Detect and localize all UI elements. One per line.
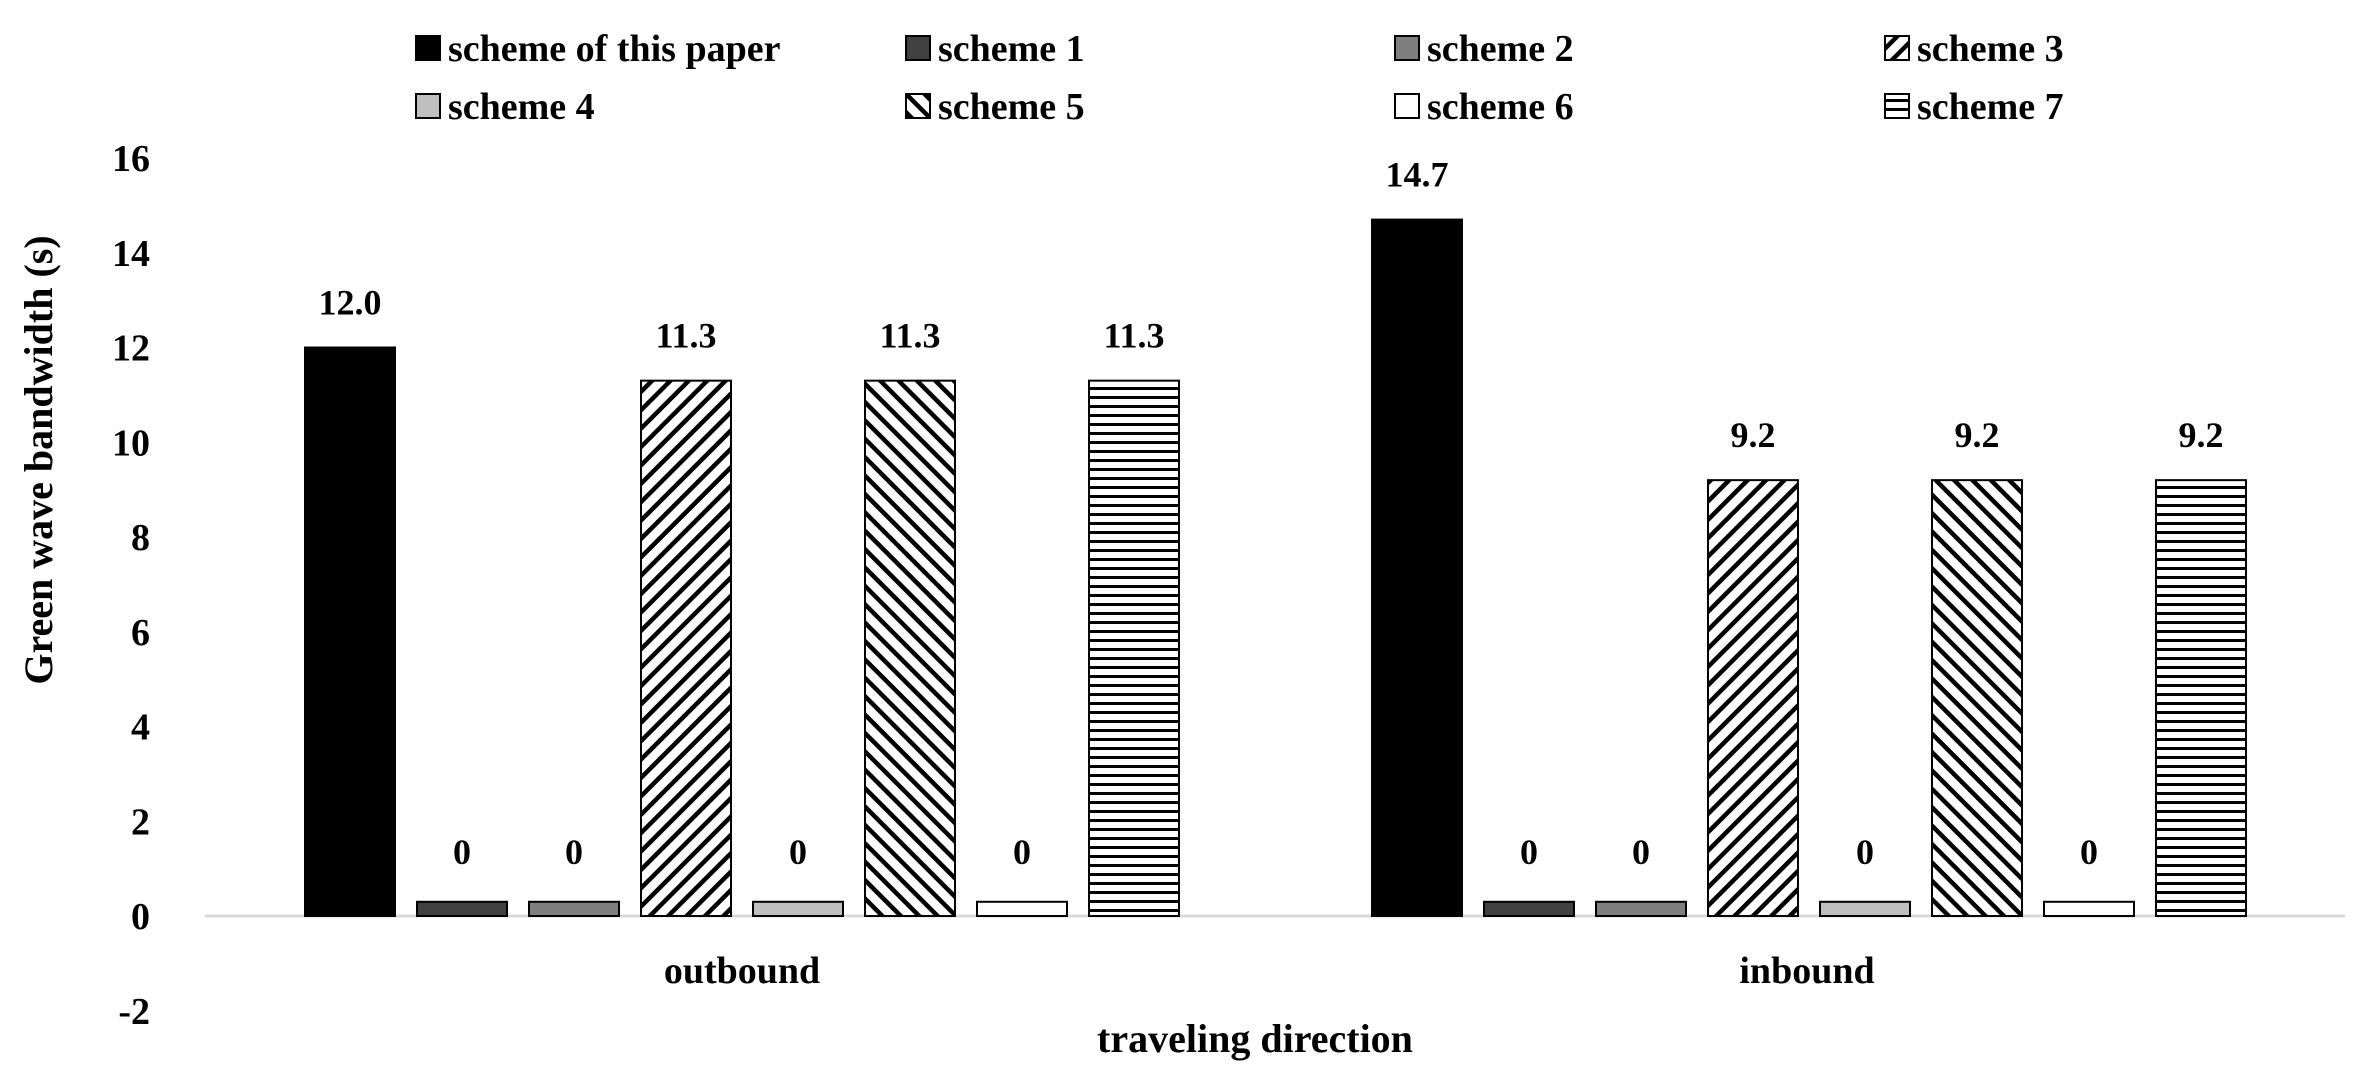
legend: scheme of this paper scheme 1 scheme 2 sche… xyxy=(415,28,2064,128)
data-label: 0 xyxy=(1013,832,1031,872)
legend-label: scheme 7 xyxy=(1917,86,2064,128)
y-tick-label: 0 xyxy=(131,896,150,938)
data-label: 11.3 xyxy=(879,316,940,356)
y-tick-label: 16 xyxy=(112,138,150,180)
bar-inbound-scheme-3 xyxy=(1707,479,1799,917)
bar-outbound-scheme-6 xyxy=(976,900,1068,917)
x-axis: outbound inbound xyxy=(664,950,1875,992)
legend-swatch xyxy=(905,93,931,119)
data-label: 14.7 xyxy=(1386,155,1449,195)
bar-inbound-scheme-7 xyxy=(2155,479,2247,917)
bar-inbound-scheme-4 xyxy=(1819,900,1911,917)
data-label: 0 xyxy=(1520,832,1538,872)
bar-outbound-scheme-1 xyxy=(416,900,508,917)
data-label: 0 xyxy=(2080,832,2098,872)
legend-label: scheme 6 xyxy=(1427,86,1574,128)
bar-inbound-scheme-of-this-paper xyxy=(1371,218,1463,917)
y-tick-label: 10 xyxy=(112,422,150,464)
bar-inbound-scheme-6 xyxy=(2043,900,2135,917)
y-tick-label: 6 xyxy=(131,612,150,654)
data-label: 11.3 xyxy=(655,316,716,356)
legend-swatch xyxy=(1884,93,1910,119)
data-labels: 12.0 0 0 11.3 0 11.3 0 11.3 14.7 0 0 9.2 0 9.2 0 9.2 xyxy=(319,155,2224,872)
bar-outbound-scheme-2 xyxy=(528,900,620,917)
bar-inbound-scheme-1 xyxy=(1483,900,1575,917)
bar-outbound-scheme-5 xyxy=(864,379,956,918)
data-label: 12.0 xyxy=(319,283,382,323)
legend-label: scheme 2 xyxy=(1427,28,1574,70)
bar-outbound-scheme-4 xyxy=(752,900,844,917)
legend-label: scheme 5 xyxy=(938,86,1085,128)
data-label: 0 xyxy=(1856,832,1874,872)
y-tick-label: 8 xyxy=(131,517,150,559)
x-category-label: inbound xyxy=(1739,950,1874,992)
y-axis-title: Green wave bandwidth (s) xyxy=(16,235,61,684)
legend-label: scheme of this paper xyxy=(448,28,781,70)
data-label: 9.2 xyxy=(1955,415,2000,455)
legend-swatch xyxy=(415,93,441,119)
bar-inbound-scheme-2 xyxy=(1595,900,1687,917)
y-tick-label: 4 xyxy=(131,707,150,749)
y-tick-label: -2 xyxy=(118,991,150,1033)
legend-label: scheme 3 xyxy=(1917,28,2064,70)
x-axis-title: traveling direction xyxy=(1097,1016,1413,1061)
data-label: 9.2 xyxy=(2179,415,2224,455)
data-label: 11.3 xyxy=(1103,316,1164,356)
bar-outbound-scheme-of-this-paper xyxy=(304,346,396,917)
bar-outbound-scheme-3 xyxy=(640,379,732,918)
y-tick-label: 12 xyxy=(112,328,150,370)
bar-outbound-scheme-7 xyxy=(1088,379,1180,918)
data-label: 0 xyxy=(789,832,807,872)
data-label: 0 xyxy=(453,832,471,872)
legend-swatch xyxy=(1394,93,1420,119)
legend-swatch xyxy=(1394,35,1420,61)
legend-swatch xyxy=(1884,35,1910,61)
data-label: 0 xyxy=(1632,832,1650,872)
y-tick-label: 2 xyxy=(131,801,150,843)
y-tick-label: 14 xyxy=(112,233,150,275)
x-category-label: outbound xyxy=(664,950,820,992)
legend-label: scheme 4 xyxy=(448,86,595,128)
legend-label: scheme 1 xyxy=(938,28,1085,70)
bars xyxy=(304,218,2247,918)
bar-inbound-scheme-5 xyxy=(1931,479,2023,917)
data-label: 9.2 xyxy=(1731,415,1776,455)
legend-swatch xyxy=(415,35,441,61)
legend-swatch xyxy=(905,35,931,61)
data-label: 0 xyxy=(565,832,583,872)
